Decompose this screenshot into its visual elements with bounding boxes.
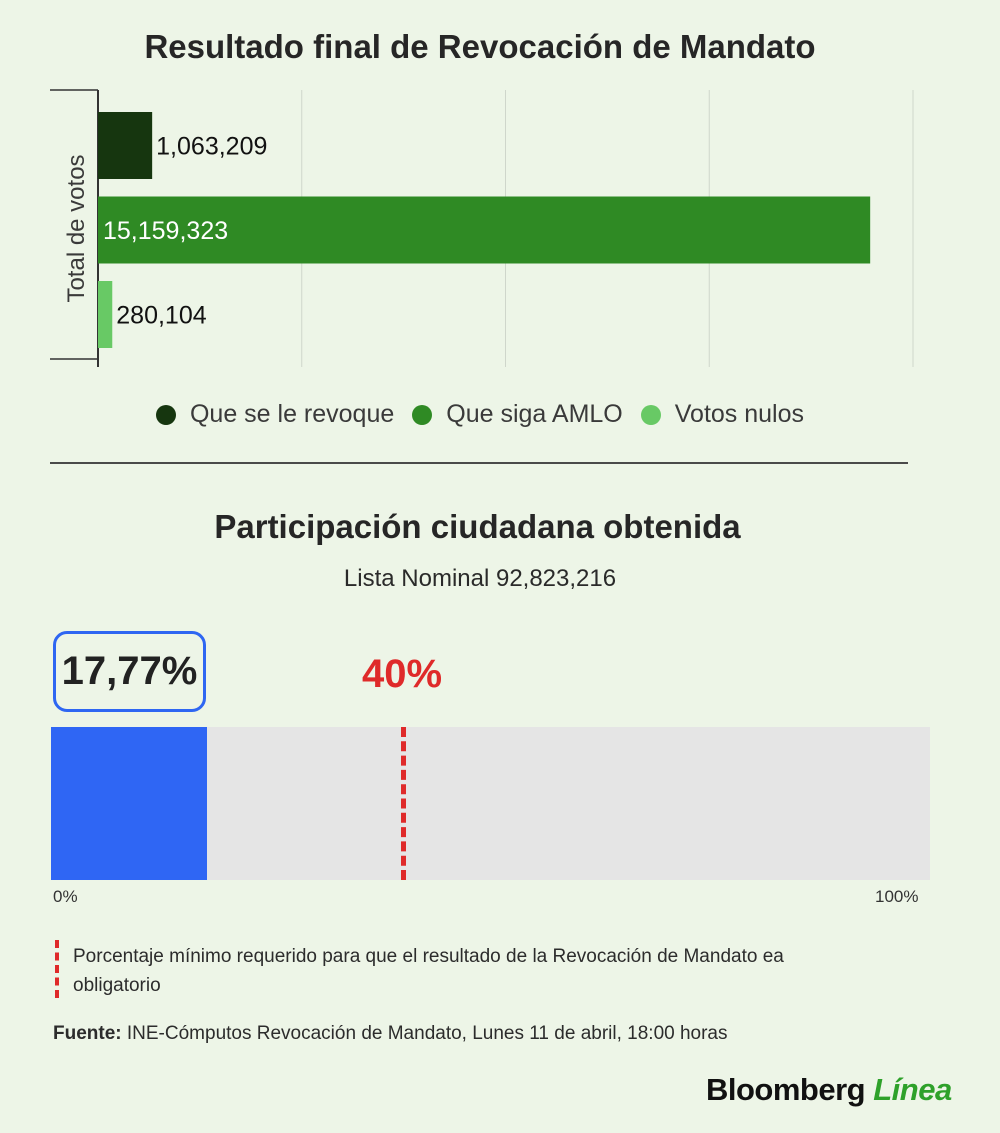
participation-value: 17,77% [61,649,198,693]
legend-label: Que se le revoque [189,400,395,428]
legend-label: Votos nulos [674,400,805,428]
threshold-label: 40% [362,652,443,696]
chart-title: Resultado final de Revocación de Mandato [144,28,816,65]
participation-value-badge: 17,77% [53,631,206,712]
participation-title: Participación ciudadana obtenida [214,508,741,545]
votes-bar-chart: Total de votos 1,063,209 15,159,323 280,104 [50,89,914,367]
legend-item-nulos: Votos nulos [640,400,805,429]
bar-value-label: 1,063,209 [156,133,267,161]
legend-item-siga: Que siga AMLO [412,400,623,429]
participation-fill-bar [51,727,208,880]
source-text: INE-Cómputos Revocación de Mandato, Lune… [121,1023,728,1044]
bar-2 [98,281,113,348]
legend-label: Que siga AMLO [446,400,623,428]
legend-item-revoque: Que se le revoque [155,400,395,429]
brand-name: Bloomberg [706,1072,866,1107]
source-label: Fuente: [53,1023,122,1044]
bar-1 [98,196,871,264]
y-axis-label: Total de votos [63,154,90,302]
bar-0 [98,112,153,179]
legend-swatch [412,404,433,425]
threshold-line [400,727,406,880]
nominal-list-subtitle: Lista Nominal 92,823,216 [343,565,617,592]
legend-swatch [640,404,661,425]
legend-swatch [155,404,176,425]
participation-track [51,727,930,880]
axis-tick-min: 0% [53,887,78,906]
bar-value-label: 280,104 [116,302,206,330]
threshold-note: Porcentaje mínimo requerido para que el … [73,946,784,996]
threshold-legend-mark [55,940,59,998]
brand-accent: Línea [873,1072,952,1107]
source-line: Fuente: INE-Cómputos Revocación de Manda… [53,1023,728,1045]
section-divider [50,462,908,464]
brand-logo: Bloomberg Línea [706,1072,952,1108]
axis-tick-max: 100% [875,887,919,906]
bar-value-label: 15,159,323 [103,217,228,245]
legend: Que se le revoque Que siga AMLO Votos nu… [0,400,960,429]
